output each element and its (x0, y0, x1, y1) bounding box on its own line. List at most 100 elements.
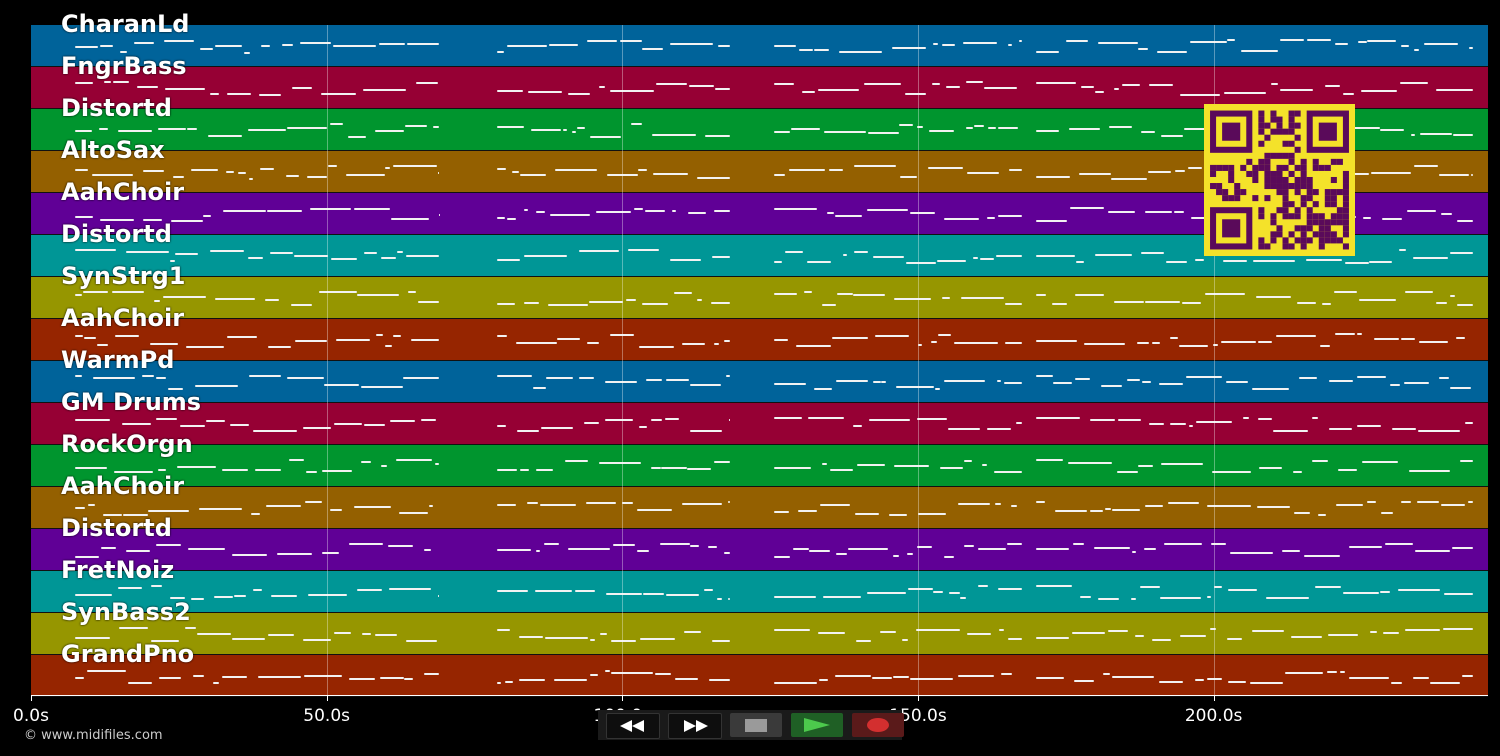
note-event (847, 548, 889, 550)
track-row[interactable] (31, 67, 1488, 109)
note-event (163, 40, 194, 42)
note-event (1362, 217, 1371, 219)
grid-line (326, 25, 328, 695)
play-button[interactable] (791, 713, 843, 737)
note-event (1414, 49, 1419, 51)
note-event (916, 126, 924, 128)
stop-icon (745, 718, 767, 732)
note-event (727, 501, 731, 503)
note-event (1401, 501, 1412, 503)
note-event (1036, 255, 1076, 257)
note-event (553, 679, 588, 681)
note-event (1151, 639, 1172, 641)
note-event (1380, 591, 1390, 593)
note-event (1105, 508, 1111, 510)
note-event (774, 131, 791, 133)
note-event (933, 43, 938, 45)
note-event (965, 81, 983, 83)
track-row[interactable] (31, 655, 1488, 697)
note-event (428, 505, 433, 507)
note-event (188, 548, 226, 550)
note-event (565, 460, 589, 462)
track-row[interactable] (31, 277, 1488, 319)
note-event (728, 419, 731, 421)
note-event (587, 342, 600, 344)
note-event (251, 513, 261, 515)
note-event (703, 589, 714, 591)
note-event (1441, 504, 1466, 506)
note-event (113, 81, 130, 83)
note-event (1140, 586, 1160, 588)
note-event (232, 554, 267, 556)
note-event (162, 296, 206, 298)
note-event (1209, 628, 1216, 630)
note-event (303, 427, 331, 429)
note-event (524, 302, 539, 304)
note-event (642, 48, 663, 50)
note-event (497, 126, 524, 128)
note-event (1000, 673, 1013, 675)
note-event (854, 513, 880, 515)
note-event (1073, 680, 1094, 682)
note-event (291, 304, 313, 306)
fast-forward-button[interactable] (668, 713, 722, 739)
note-event (586, 40, 617, 42)
note-event (928, 167, 963, 169)
track-row[interactable] (31, 319, 1488, 361)
note-event (1036, 548, 1069, 550)
note-event (1468, 501, 1474, 503)
note-event (1401, 45, 1410, 47)
rewind-button[interactable] (606, 713, 660, 739)
note-event (822, 463, 828, 465)
record-button[interactable] (852, 713, 904, 737)
note-event (1357, 376, 1386, 378)
note-event (432, 126, 439, 128)
note-event (1036, 677, 1064, 679)
note-event (949, 592, 960, 594)
note-event (1156, 51, 1187, 53)
note-event (957, 503, 990, 505)
note-event (331, 258, 358, 260)
track-row[interactable] (31, 25, 1488, 67)
note-event (1221, 341, 1256, 343)
note-event (215, 45, 242, 47)
note-event (142, 375, 154, 377)
stop-button[interactable] (730, 713, 782, 737)
note-event (177, 466, 217, 468)
track-row[interactable] (31, 487, 1488, 529)
note-event (717, 598, 723, 600)
note-event (562, 129, 567, 131)
track-row[interactable] (31, 361, 1488, 403)
note-event (637, 169, 648, 171)
track-row[interactable] (31, 529, 1488, 571)
note-event (784, 251, 803, 253)
note-event (954, 342, 998, 344)
track-row[interactable] (31, 445, 1488, 487)
track-row[interactable] (31, 571, 1488, 613)
note-event (1071, 632, 1105, 634)
note-event (554, 169, 597, 171)
note-event (88, 504, 95, 506)
note-event (335, 339, 371, 341)
note-event (155, 418, 177, 420)
note-event (168, 388, 184, 390)
track-row[interactable] (31, 613, 1488, 655)
note-event (1158, 681, 1183, 683)
note-event (1381, 218, 1402, 220)
track-row[interactable] (31, 403, 1488, 445)
note-event (1456, 220, 1474, 222)
note-event (549, 44, 578, 46)
note-event (932, 83, 940, 85)
note-event (1158, 383, 1183, 385)
note-event (258, 94, 282, 96)
note-event (1281, 550, 1300, 552)
note-event (866, 592, 907, 594)
note-event (74, 82, 94, 84)
note-event (121, 423, 152, 425)
note-event (1073, 543, 1084, 545)
note-event (203, 215, 212, 217)
track-label: WarmPd (61, 346, 175, 374)
note-event (1117, 419, 1142, 421)
note-event (547, 304, 589, 306)
note-event (881, 381, 887, 383)
